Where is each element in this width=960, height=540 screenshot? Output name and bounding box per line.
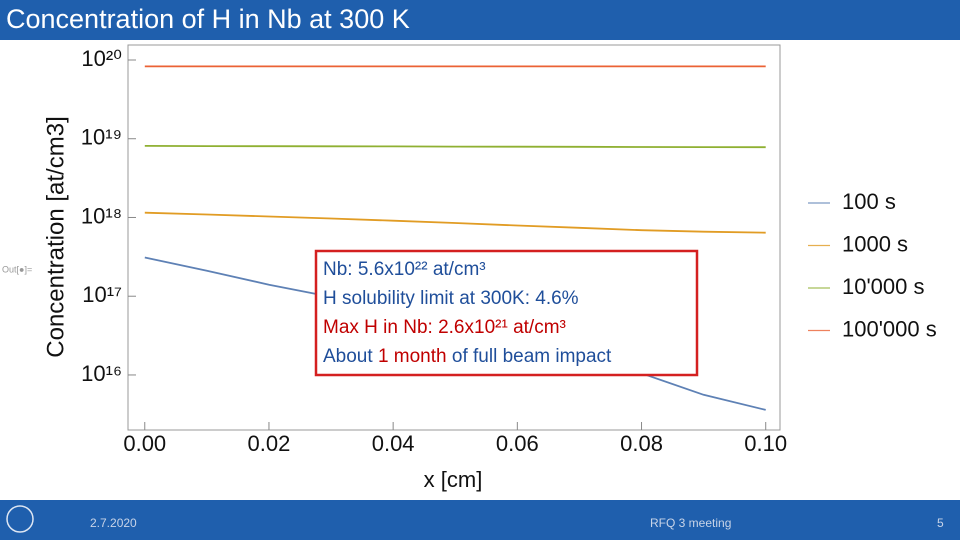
footer-date: 2.7.2020 — [90, 516, 137, 530]
logo — [6, 505, 34, 533]
y-tick-label: 10¹⁶ — [81, 361, 122, 386]
legend-label: 100'000 s — [842, 316, 937, 341]
x-tick-label: 0.00 — [123, 431, 166, 456]
page-number: 5 — [937, 516, 944, 530]
annotation-text: About — [323, 346, 378, 367]
y-axis-label: Concentration [at/cm3] — [42, 116, 69, 357]
slide-title: Concentration of H in Nb at 300 K — [6, 4, 410, 34]
title-bar — [0, 0, 960, 40]
x-tick-label: 0.02 — [248, 431, 291, 456]
legend-label: 100 s — [842, 189, 896, 214]
annotation-box — [314, 249, 699, 377]
legend-label: 1000 s — [842, 231, 908, 256]
series-line — [144, 211, 766, 234]
y-tick-label: 10¹⁹ — [81, 125, 122, 150]
legend-label: 10'000 s — [842, 274, 925, 299]
annotation-line: Nb: 5.6x10²² at/cm³ — [323, 259, 486, 280]
annotation-text: 1 month — [378, 346, 447, 367]
footer-event: RFQ 3 meeting — [650, 516, 731, 530]
annotation-text: H solubility limit at 300K: 4.6% — [323, 288, 579, 309]
annotation-line: About 1 month of full beam impact — [323, 346, 612, 367]
annotation-text: Max H in Nb: 2.6x10²¹ at/cm³ — [323, 317, 566, 338]
y-tick-label: 10²⁰ — [81, 46, 122, 71]
footer-bar — [0, 500, 960, 540]
x-tick-label: 0.10 — [744, 431, 787, 456]
x-axis-label: x [cm] — [424, 467, 483, 492]
x-tick-label: 0.06 — [496, 431, 539, 456]
y-tick-label: 10¹⁷ — [82, 282, 122, 307]
annotation-line: Max H in Nb: 2.6x10²¹ at/cm³ — [323, 317, 566, 338]
annotation-line: H solubility limit at 300K: 4.6% — [323, 288, 579, 309]
x-tick-label: 0.04 — [372, 431, 415, 456]
output-label: Out[●]= — [2, 264, 32, 274]
x-tick-label: 0.08 — [620, 431, 663, 456]
y-tick-label: 10¹⁸ — [81, 203, 122, 228]
annotation-text: Nb: 5.6x10²² at/cm³ — [323, 259, 486, 280]
series-line — [144, 145, 766, 149]
annotation-text: of full beam impact — [447, 346, 612, 367]
